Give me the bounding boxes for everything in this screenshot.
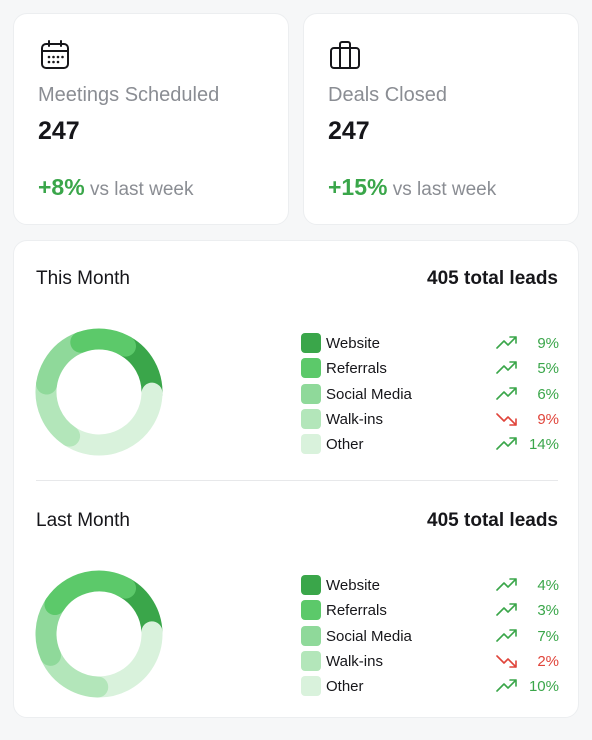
- legend-swatch: [301, 575, 321, 595]
- legend-swatch: [301, 650, 321, 671]
- section-divider: [36, 480, 558, 481]
- legend-swatch: [301, 434, 321, 455]
- trend-up-icon: [496, 603, 517, 617]
- legend-label: Website: [326, 335, 380, 352]
- donut-segment-walk-ins: [35, 570, 163, 698]
- legend-percent: 10%: [528, 678, 559, 696]
- donut-segment-walk-ins: [35, 328, 163, 456]
- total-leads: 405 total leads: [427, 268, 558, 289]
- leads-breakdown-card: This Month 405 total leads Website 9% Ref…: [13, 240, 579, 718]
- legend-swatch: [301, 625, 321, 646]
- donut-segment-referrals: [35, 328, 163, 456]
- legend-swatch: [301, 600, 321, 621]
- donut-segment-social-media: [35, 328, 163, 456]
- total-leads: 405 total leads: [427, 510, 558, 531]
- legend-swatch: [301, 383, 321, 404]
- leads-legend: Website 9% Referrals 5% Social Media 6% Wal…: [301, 332, 559, 458]
- legend-label: Referrals: [326, 360, 387, 378]
- legend-label: Referrals: [326, 602, 387, 620]
- legend-swatch: [301, 408, 321, 429]
- briefcase-icon: [330, 41, 360, 69]
- stat-label: Meetings Scheduled: [38, 84, 220, 106]
- legend-item: Social Media 7%: [301, 625, 559, 650]
- this-month-section: This Month 405 total leads Website 9% Ref…: [14, 241, 580, 481]
- legend-swatch: [301, 333, 321, 353]
- donut-segment-other: [35, 570, 163, 698]
- legend-swatch: [301, 676, 321, 697]
- legend-percent: 14%: [528, 436, 559, 454]
- stat-change-text: vs last week: [392, 179, 497, 200]
- trend-down-icon: [496, 655, 517, 668]
- trend-up-icon: [496, 628, 517, 642]
- legend-item: Social Media 6%: [301, 383, 559, 408]
- donut-segment-referrals: [35, 570, 163, 698]
- section-title: Last Month: [36, 510, 130, 531]
- legend-item: Referrals 5%: [301, 357, 559, 382]
- legend-label: Social Media: [326, 627, 412, 645]
- trend-up-icon: [496, 679, 517, 692]
- legend-percent: 9%: [537, 335, 559, 352]
- legend-percent: 6%: [537, 385, 559, 403]
- trend-down-icon: [496, 413, 517, 426]
- leads-legend: Website 4% Referrals 3% Social Media 7% Wal…: [301, 574, 559, 700]
- stat-change: +8% vs last week: [38, 174, 193, 201]
- stat-value: 247: [38, 117, 80, 145]
- legend-item: Other 10%: [301, 675, 559, 700]
- section-title: This Month: [36, 268, 130, 289]
- trend-up-icon: [496, 336, 517, 349]
- legend-item: Walk-ins 9%: [301, 408, 559, 433]
- legend-item: Referrals 3%: [301, 599, 559, 624]
- stat-change: +15% vs last week: [328, 174, 496, 201]
- legend-percent: 2%: [537, 652, 559, 670]
- legend-swatch: [301, 358, 321, 379]
- meetings-scheduled-card: Meetings Scheduled 247 +8% vs last week: [13, 13, 289, 225]
- calendar-icon: [41, 40, 69, 69]
- trend-up-icon: [496, 386, 517, 400]
- trend-up-icon: [496, 361, 517, 375]
- legend-label: Website: [326, 577, 380, 594]
- stat-value: 247: [328, 117, 370, 145]
- legend-item: Other 14%: [301, 433, 559, 458]
- legend-label: Walk-ins: [326, 652, 383, 670]
- stat-label: Deals Closed: [328, 84, 447, 106]
- trend-up-icon: [496, 578, 517, 591]
- legend-item: Walk-ins 2%: [301, 650, 559, 675]
- stat-change-percent: +8%: [38, 174, 85, 200]
- legend-item: Website 4%: [301, 574, 559, 599]
- legend-label: Other: [326, 678, 364, 696]
- deals-closed-card: Deals Closed 247 +15% vs last week: [303, 13, 579, 225]
- trend-up-icon: [496, 437, 517, 450]
- legend-percent: 5%: [537, 360, 559, 378]
- leads-donut-chart: [35, 328, 163, 456]
- stat-change-text: vs last week: [89, 179, 194, 200]
- legend-percent: 7%: [537, 627, 559, 645]
- stat-change-percent: +15%: [328, 174, 388, 200]
- last-month-section: Last Month 405 total leads Website 4% Ref…: [14, 483, 580, 723]
- legend-label: Other: [326, 436, 364, 454]
- legend-percent: 4%: [537, 577, 559, 594]
- legend-label: Walk-ins: [326, 410, 383, 428]
- leads-donut-chart: [35, 570, 163, 698]
- legend-percent: 9%: [537, 410, 559, 428]
- legend-item: Website 9%: [301, 332, 559, 357]
- legend-percent: 3%: [537, 602, 559, 620]
- legend-label: Social Media: [326, 385, 412, 403]
